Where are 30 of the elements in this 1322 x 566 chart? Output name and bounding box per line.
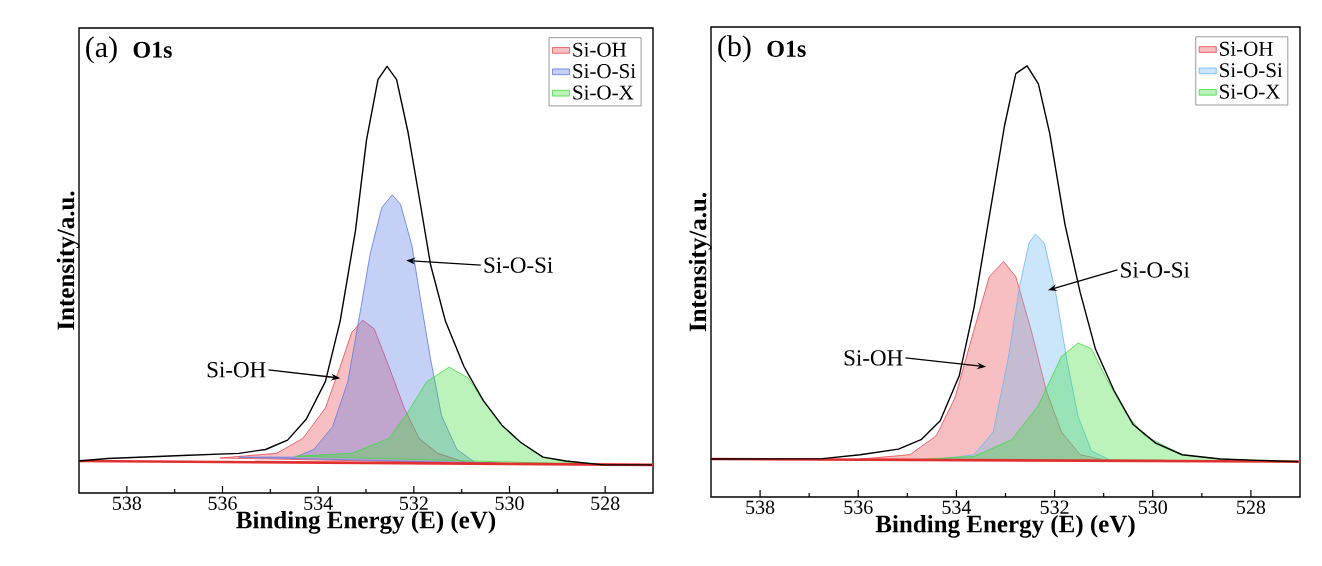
chart-title: (a) (86, 36, 117, 64)
chart-title: (b) (718, 35, 751, 63)
y-axis-title: Intensity/a.u. (688, 192, 712, 332)
legend-label: Si-O-Si (573, 64, 636, 79)
y-axis-title: Intensity/a.u. (56, 191, 80, 330)
annotation: Si-O-Si (484, 257, 553, 273)
x-tick-label: 528 (591, 496, 620, 511)
x-tick-label: 538 (746, 500, 775, 515)
x-axis-title: Binding Energy (E) (eV) (236, 510, 496, 534)
legend-label: Si-O-X (1220, 84, 1281, 99)
x-tick-label: 532 (1040, 500, 1069, 514)
x-tick-label: 536 (844, 500, 873, 514)
x-tick-label: 528 (1237, 500, 1266, 515)
x-tick-label: 534 (942, 500, 972, 514)
x-tick-label: 530 (1138, 500, 1167, 515)
x-tick-label: 532 (399, 496, 428, 510)
x-axis-title: Binding Energy (E) (eV) (875, 514, 1135, 538)
legend-label: Si-O-Si (1220, 63, 1283, 78)
legend-label: Si-O-X (573, 85, 634, 100)
x-tick-label: 530 (495, 496, 524, 511)
x-tick-label: 534 (304, 496, 333, 510)
annotation: Si-OH (207, 362, 266, 378)
x-tick-label: 536 (208, 496, 237, 510)
legend-label: Si-OH (1220, 41, 1273, 56)
annotation: Si-OH (844, 350, 903, 366)
chart-subtitle: O1s (767, 40, 806, 57)
x-tick-label: 538 (112, 496, 142, 511)
annotation: Si-O-Si (1121, 262, 1190, 278)
legend-label: Si-OH (573, 42, 627, 57)
chart-subtitle: O1s (133, 41, 172, 58)
